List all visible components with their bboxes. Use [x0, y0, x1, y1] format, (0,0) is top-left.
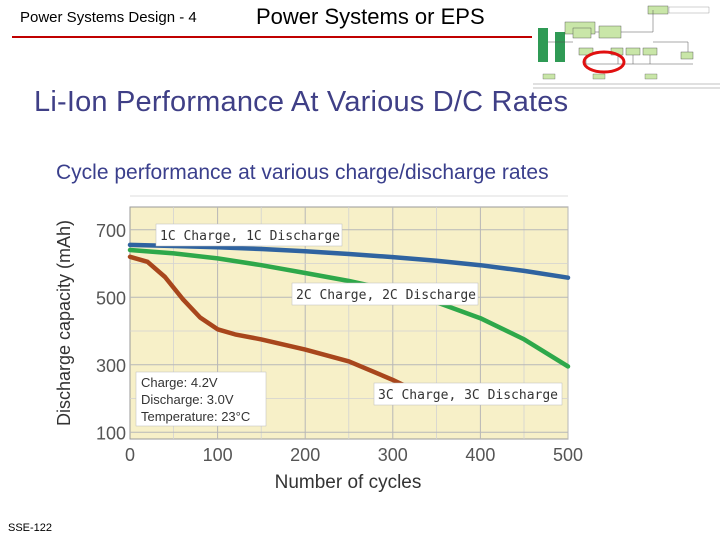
label-3c-text: 3C Charge, 3C Discharge [378, 388, 558, 403]
label-2c-text: 2C Charge, 2C Discharge [296, 288, 476, 303]
system-diagram-thumbnail [533, 2, 720, 94]
y-tick-label: 500 [96, 288, 126, 308]
y-axis-label: Discharge capacity (mAh) [54, 220, 74, 426]
x-tick-label: 500 [553, 445, 583, 465]
chart-title: Cycle performance at various charge/disc… [56, 161, 549, 184]
y-tick-label: 300 [96, 356, 126, 376]
series-line-3 [127, 254, 431, 400]
conditions-box: Charge: 4.2V Discharge: 3.0V Temperature… [135, 371, 267, 427]
header-rule [12, 36, 532, 38]
course-title: Power Systems Design - 4 [20, 9, 197, 26]
label-3c: 3C Charge, 3C Discharge [373, 382, 563, 406]
condition-temperature: Temperature: 23°C [141, 409, 250, 424]
series-layer [127, 242, 571, 400]
y-tick-label: 100 [96, 423, 126, 443]
series-line-2 [127, 247, 571, 369]
slide-footer: SSE-122 [8, 522, 53, 534]
x-tick-label: 100 [203, 445, 233, 465]
topic-title: Power Systems or EPS [256, 4, 485, 29]
slide-title: Li-Ion Performance At Various D/C Rates [34, 86, 569, 118]
label-1c: 1C Charge, 1C Discharge [155, 223, 343, 247]
condition-charge: Charge: 4.2V [141, 375, 218, 390]
condition-discharge: Discharge: 3.0V [141, 392, 234, 407]
x-tick-label: 300 [378, 445, 408, 465]
x-tick-label: 400 [465, 445, 495, 465]
label-2c: 2C Charge, 2C Discharge [291, 282, 479, 306]
x-tick-label: 200 [290, 445, 320, 465]
y-tick-label: 700 [96, 221, 126, 241]
x-axis-label: Number of cycles [275, 472, 422, 493]
x-tick-label: 0 [125, 445, 135, 465]
label-1c-text: 1C Charge, 1C Discharge [160, 229, 340, 244]
series-line-1 [127, 242, 571, 280]
